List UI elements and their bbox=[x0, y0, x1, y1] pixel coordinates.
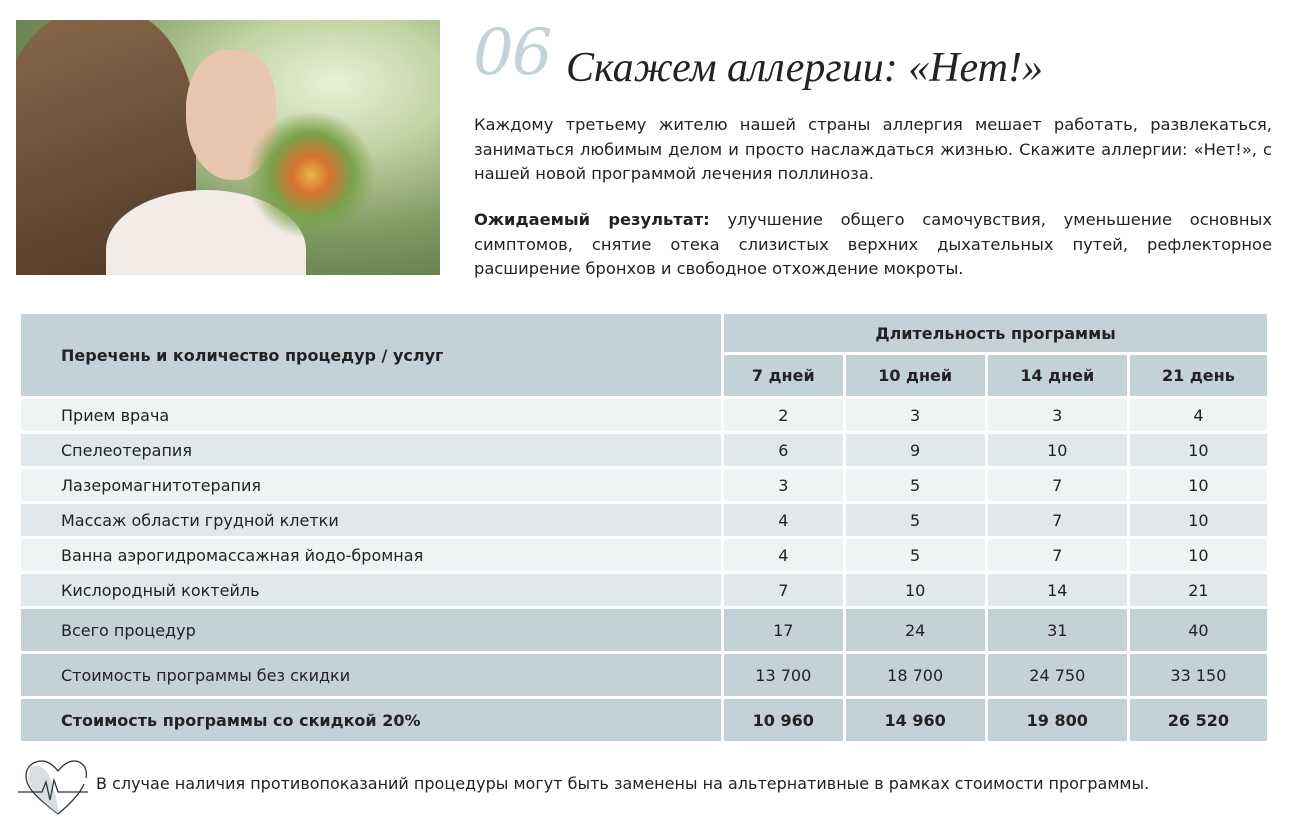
table-row: Массаж области грудной клетки 4 5 7 10 bbox=[18, 501, 1271, 539]
cell-value: 24 bbox=[842, 606, 988, 654]
cell-value: 19 800 bbox=[984, 696, 1130, 744]
footnote: В случае наличия противопоказаний процед… bbox=[96, 774, 1150, 793]
cell-value: 3 bbox=[721, 466, 846, 504]
procedure-name: Массаж области грудной клетки bbox=[18, 501, 724, 539]
duration-header: 14 дней bbox=[984, 352, 1130, 399]
table-row: Стоимость программы без скидки 13 700 18 7… bbox=[18, 651, 1271, 699]
duration-header: 7 дней bbox=[721, 352, 846, 399]
cell-value: 10 bbox=[1126, 466, 1271, 504]
cell-value: 2 bbox=[721, 396, 846, 434]
procedure-name: Спелеотерапия bbox=[18, 431, 724, 469]
cell-value: 10 bbox=[842, 571, 988, 609]
table-row: Стоимость программы со скидкой 20% 10 960… bbox=[18, 696, 1271, 744]
cell-value: 10 960 bbox=[721, 696, 846, 744]
cell-value: 5 bbox=[842, 501, 988, 539]
cell-value: 3 bbox=[984, 396, 1130, 434]
cell-value: 33 150 bbox=[1126, 651, 1271, 699]
program-table: Перечень и количество процедур / услуг Д… bbox=[18, 311, 1271, 744]
cell-value: 10 bbox=[984, 431, 1130, 469]
cell-value: 9 bbox=[842, 431, 988, 469]
procedure-name: Лазеромагнитотерапия bbox=[18, 466, 724, 504]
intro-text: Каждому третьему жителю нашей страны алл… bbox=[474, 115, 1272, 183]
cell-value: 31 bbox=[984, 606, 1130, 654]
group-header: Длительность программы bbox=[721, 311, 1270, 355]
cell-value: 40 bbox=[1126, 606, 1271, 654]
cell-value: 7 bbox=[984, 501, 1130, 539]
cell-value: 4 bbox=[721, 536, 846, 574]
table-row: Прием врача 2 3 3 4 bbox=[18, 396, 1271, 434]
cell-value: 14 960 bbox=[842, 696, 988, 744]
cell-value: 3 bbox=[842, 396, 988, 434]
cell-value: 13 700 bbox=[721, 651, 846, 699]
procedure-name: Кислородный коктейль bbox=[18, 571, 724, 609]
result-text: улучшение общего самочувствия, уменьшени… bbox=[474, 210, 1272, 278]
cell-value: 26 520 bbox=[1126, 696, 1271, 744]
result-label: Ожидаемый результат: bbox=[474, 210, 710, 229]
table-row: Лазеромагнитотерапия 3 5 7 10 bbox=[18, 466, 1271, 504]
table-row: Всего процедур 17 24 31 40 bbox=[18, 606, 1271, 654]
cell-value: 5 bbox=[842, 466, 988, 504]
procedure-name: Всего процедур bbox=[18, 606, 724, 654]
cell-value: 10 bbox=[1126, 501, 1271, 539]
cell-value: 7 bbox=[984, 466, 1130, 504]
cell-value: 21 bbox=[1126, 571, 1271, 609]
cell-value: 5 bbox=[842, 536, 988, 574]
table-row: Ванна аэрогидромассажная йодо-бромная 4 5 7… bbox=[18, 536, 1271, 574]
table-row: Кислородный коктейль 7 10 14 21 bbox=[18, 571, 1271, 609]
cell-value: 7 bbox=[984, 536, 1130, 574]
section-number: 06 bbox=[473, 16, 552, 90]
cell-value: 4 bbox=[1126, 396, 1271, 434]
cell-value: 10 bbox=[1126, 536, 1271, 574]
heart-pulse-icon bbox=[18, 760, 88, 815]
cell-value: 24 750 bbox=[984, 651, 1130, 699]
cell-value: 6 bbox=[721, 431, 846, 469]
col-header: Перечень и количество процедур / услуг bbox=[18, 311, 724, 399]
procedure-name: Прием врача bbox=[18, 396, 724, 434]
cell-value: 18 700 bbox=[842, 651, 988, 699]
procedure-name: Ванна аэрогидромассажная йодо-бромная bbox=[18, 536, 724, 574]
cell-value: 7 bbox=[721, 571, 846, 609]
cell-value: 10 bbox=[1126, 431, 1271, 469]
cell-value: 14 bbox=[984, 571, 1130, 609]
cell-value: 17 bbox=[721, 606, 846, 654]
procedure-name: Стоимость программы без скидки bbox=[18, 651, 724, 699]
cell-value: 4 bbox=[721, 501, 846, 539]
procedure-name: Стоимость программы со скидкой 20% bbox=[18, 696, 724, 744]
duration-header: 10 дней bbox=[842, 352, 988, 399]
page-title: Скажем аллергии: «Нет!» bbox=[566, 45, 1043, 91]
duration-header: 21 день bbox=[1126, 352, 1271, 399]
table-row: Спелеотерапия 6 9 10 10 bbox=[18, 431, 1271, 469]
expected-result: Ожидаемый результат: улучшение общего са… bbox=[474, 208, 1272, 282]
hero-photo bbox=[16, 20, 440, 275]
